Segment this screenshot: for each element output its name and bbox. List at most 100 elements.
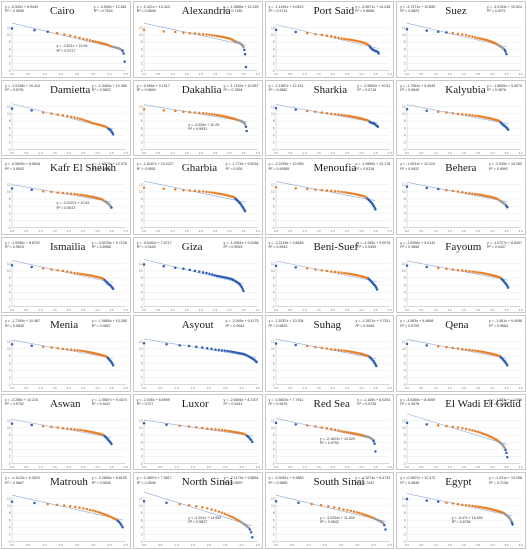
data-point <box>61 269 65 272</box>
data-point <box>61 113 65 117</box>
data-point <box>313 346 317 349</box>
data-point <box>336 112 340 116</box>
y-tick-label: 8 <box>9 197 11 201</box>
equation-line: R² = 0.9676 <box>268 402 288 407</box>
data-point <box>56 191 60 194</box>
trendline <box>407 22 507 48</box>
data-point <box>69 348 73 352</box>
x-tick-label: 1.0 <box>302 465 306 469</box>
panel-title: El Wadi El Gidid <box>445 397 521 410</box>
x-tick-label: 0.5 <box>419 307 423 311</box>
data-point <box>181 31 185 35</box>
data-point <box>342 191 345 194</box>
equation-line: y = -1.5257x + 10.206 <box>268 319 304 324</box>
data-point <box>76 271 79 275</box>
scatter-plot: 0 2 4 6 8 10 12 0.0 0.5 1.0 1.5 2.0 2.5 3.0 3.5 4.0 <box>270 181 392 233</box>
x-tick-label: 1.0 <box>38 386 42 390</box>
panel-title: Egypt <box>445 476 472 489</box>
y-tick-label: 6 <box>404 362 406 366</box>
panel-title: Damietta <box>50 83 91 96</box>
data-point <box>50 346 53 350</box>
data-point <box>474 349 477 353</box>
data-point <box>244 125 247 128</box>
data-point <box>425 186 429 190</box>
x-tick-label: 0.0 <box>273 543 277 547</box>
data-point <box>10 187 14 190</box>
data-point <box>10 106 14 110</box>
y-tick-label: 4 <box>272 133 274 137</box>
data-point <box>425 422 429 426</box>
data-point <box>232 517 236 520</box>
y-tick-label: 2 <box>9 376 11 380</box>
data-point <box>325 34 328 37</box>
data-point <box>232 351 236 354</box>
data-point <box>98 41 102 45</box>
data-point <box>504 50 508 53</box>
data-point <box>204 190 208 194</box>
x-tick-label: 3.5 <box>505 465 509 469</box>
equation-line: y = -1.9574x + 10.378 <box>91 162 127 167</box>
data-point <box>505 451 508 454</box>
data-point <box>468 34 471 38</box>
x-tick-label: 0.5 <box>288 307 292 311</box>
data-point <box>355 511 358 514</box>
data-point <box>337 507 340 511</box>
x-tick-label: 4.0 <box>387 229 391 233</box>
x-tick-label: 0.5 <box>419 229 423 233</box>
data-point <box>165 501 168 505</box>
equation-line: R² = 0.9752 <box>5 402 24 407</box>
data-point <box>220 511 223 515</box>
data-point <box>329 112 333 115</box>
y-tick-label: 12 <box>402 419 406 423</box>
y-tick-label: 6 <box>9 126 11 130</box>
data-point <box>234 351 238 354</box>
x-tick-label: 1.5 <box>448 229 452 233</box>
y-tick-label: 8 <box>272 40 274 44</box>
equation-line: y = -1.4463x + 10.366 <box>91 83 127 88</box>
panel-title: Suez <box>445 5 467 17</box>
y-tick-label: 2 <box>404 376 406 380</box>
y-tick-label: 0 <box>272 383 274 387</box>
x-tick-label: 0.0 <box>10 229 14 233</box>
y-tick-label: 10 <box>270 347 274 351</box>
x-tick-label: 3.0 <box>359 307 363 311</box>
y-tick-label: 4 <box>9 290 11 294</box>
y-tick-label: 8 <box>404 512 406 516</box>
data-point <box>243 210 247 213</box>
data-point <box>73 348 76 352</box>
equation-line: y = -1.165x + 8.0294 <box>357 397 391 402</box>
y-tick-label: 0 <box>9 540 11 544</box>
data-point <box>461 112 464 116</box>
data-point <box>305 109 308 112</box>
y-tick-label: 12 <box>139 340 143 344</box>
equation-line: R² = 0.9856 <box>400 245 420 250</box>
panel-title: Cairo <box>50 5 75 17</box>
data-point <box>344 37 348 41</box>
data-point <box>197 270 201 273</box>
trendline-equation: y = -1.953x + 1.1256 R² = 0.9348 <box>489 398 522 407</box>
equation-line: R² = 0.7524 <box>93 9 113 14</box>
x-tick-label: 1.0 <box>170 150 174 154</box>
x-tick-label: 0.5 <box>156 229 160 233</box>
y-tick-label: 6 <box>140 519 142 523</box>
x-tick-label: 0.5 <box>24 465 28 469</box>
x-tick-label: 3.5 <box>255 465 259 469</box>
x-tick-label: 1.0 <box>38 229 42 233</box>
y-tick-label: 0 <box>140 304 142 308</box>
y-tick-label: 8 <box>9 40 11 44</box>
data-point <box>347 272 350 275</box>
y-tick-label: 0 <box>272 540 274 544</box>
scatter-plot: 0 2 4 6 8 10 12 0.0 0.5 1.0 1.5 2.0 2.5 3.0 3.5 <box>139 492 260 547</box>
equation-line: R² = 0.9714 <box>268 9 288 14</box>
equation-line: y = -2.036x + 8.8999 <box>136 397 170 402</box>
data-point <box>188 268 191 271</box>
data-point <box>197 190 201 193</box>
x-tick-label: 3.0 <box>107 543 111 547</box>
data-point <box>10 27 14 30</box>
data-point <box>73 427 76 431</box>
y-tick-label: 0 <box>404 147 406 151</box>
scatter-plot: 0 2 4 6 8 10 12 0.0 0.5 1.0 1.5 2.0 2.5 3.0 3.5 4.0 <box>402 493 523 547</box>
data-point <box>83 429 87 432</box>
y-tick-label: 6 <box>140 440 142 444</box>
x-tick-label: 1.0 <box>434 72 438 76</box>
